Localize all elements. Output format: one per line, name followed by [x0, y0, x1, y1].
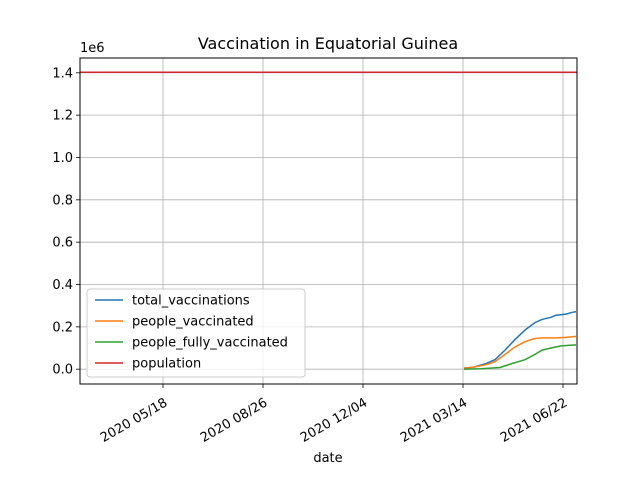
series-lines	[80, 71, 577, 370]
y-tick-label: 0.2	[52, 320, 73, 335]
legend: total_vaccinations people_vaccinatedpeopl…	[86, 288, 306, 378]
y-axis-ticks: 0.0 0.2 0.4 0.6 0.8 1.0 1.2 1.4	[52, 66, 80, 378]
legend-label-people_vaccinated: people_vaccinated	[132, 315, 254, 330]
y-tick-label: 0.8	[52, 193, 73, 208]
y-tick-label: 1.4	[52, 66, 73, 81]
series-line-people_vaccinated	[463, 335, 577, 369]
y-tick-label: 1.2	[52, 109, 73, 124]
x-axis-label: date	[313, 451, 342, 466]
legend-box	[86, 288, 306, 378]
plot-frame	[79, 57, 578, 385]
chart-title: Vaccination in Equatorial Guinea	[198, 34, 458, 53]
y-offset-label: 1e6	[80, 41, 105, 56]
legend-label-people_fully_vaccinated: people_fully_vaccinated	[132, 336, 288, 351]
legend-label-population: population	[132, 357, 201, 372]
series-line-people_fully_vaccinated	[463, 344, 577, 370]
series-line-total_vaccinations	[463, 310, 577, 369]
legend-label-total_vaccinations: total_vaccinations	[132, 294, 250, 309]
y-tick-label: 0.0	[52, 363, 73, 378]
y-tick-label: 1.0	[52, 151, 73, 166]
y-tick-label: 0.6	[52, 236, 73, 251]
y-tick-label: 0.4	[52, 278, 73, 293]
